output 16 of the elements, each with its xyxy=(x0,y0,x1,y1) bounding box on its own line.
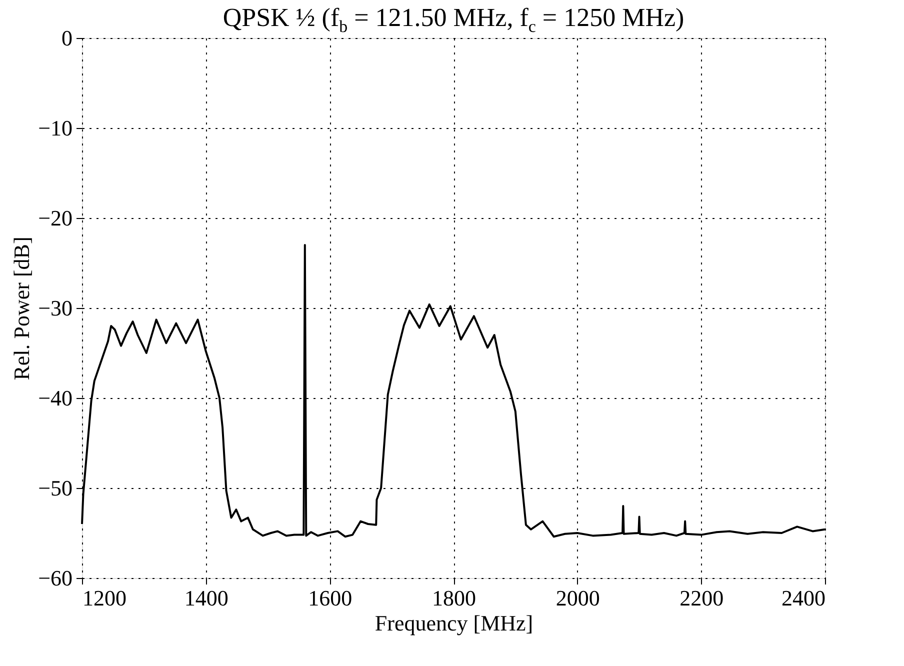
x-tick-label: 2000 xyxy=(556,586,600,610)
x-tick-label: 2400 xyxy=(782,586,826,610)
y-tick-label: −20 xyxy=(38,206,72,230)
x-tick-label: 1400 xyxy=(184,586,228,610)
y-tick-label: −10 xyxy=(38,116,72,140)
y-tick-label: −30 xyxy=(38,296,72,320)
x-tick-label: 2200 xyxy=(680,586,724,610)
y-axis-title: Rel. Power [dB] xyxy=(9,236,34,380)
x-tick-label: 1200 xyxy=(82,586,126,610)
x-tick-label: 1800 xyxy=(432,586,476,610)
y-tick-label: −60 xyxy=(38,566,72,590)
y-tick-label: −40 xyxy=(38,386,72,410)
x-axis-title: Frequency [MHz] xyxy=(374,610,534,636)
y-tick-label: −50 xyxy=(38,476,72,500)
x-tick-label: 1600 xyxy=(308,586,352,610)
y-tick-label: 0 xyxy=(62,26,72,50)
